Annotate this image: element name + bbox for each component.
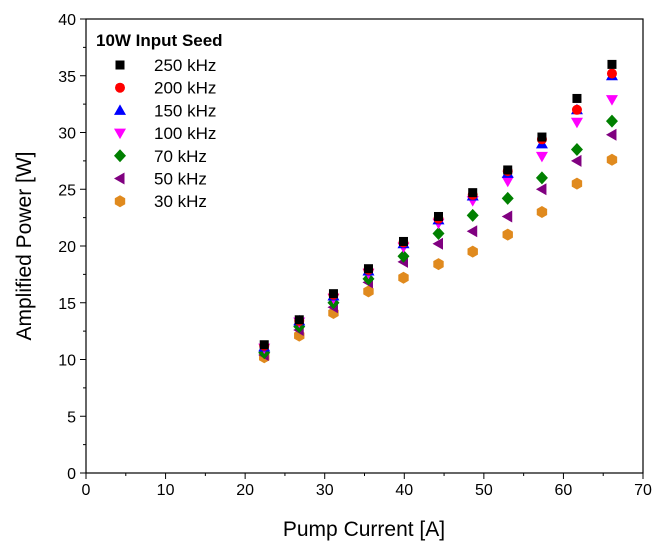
series-0 <box>259 59 617 350</box>
axis-ticks: 0 10 20 30 40 50 60 70 0 5 10 15 20 25 30 35 40 <box>58 12 652 499</box>
legend-label: 70 kHz <box>154 147 207 166</box>
y-tick-label: 40 <box>58 12 76 29</box>
data-point <box>432 227 445 241</box>
y-tick-label: 30 <box>58 126 76 143</box>
data-point <box>466 208 479 222</box>
data-point <box>468 188 478 198</box>
data-point <box>570 143 583 157</box>
y-axis-title: Amplified Power [W] <box>13 151 36 340</box>
data-point <box>466 225 478 238</box>
series-1 <box>259 68 617 351</box>
data-points <box>258 59 618 364</box>
data-point <box>606 153 618 166</box>
y-tick-label: 5 <box>67 409 76 426</box>
legend-marker <box>114 195 126 208</box>
legend-label: 30 kHz <box>154 192 207 211</box>
data-point <box>572 93 582 103</box>
series-6 <box>259 153 618 364</box>
data-point <box>501 191 514 205</box>
y-tick-label: 20 <box>58 239 76 256</box>
x-tick-label: 70 <box>634 482 652 499</box>
x-axis-title: Pump Current [A] <box>283 518 445 541</box>
legend-marker <box>114 104 126 115</box>
data-point <box>501 176 514 188</box>
data-point <box>571 104 582 115</box>
series-2 <box>258 69 618 352</box>
x-tick-label: 0 <box>82 482 91 499</box>
series-3 <box>258 95 618 355</box>
data-point <box>259 340 269 350</box>
data-point <box>571 177 583 190</box>
y-tick-label: 35 <box>58 69 76 86</box>
legend-label: 200 kHz <box>154 79 216 98</box>
x-tick-label: 20 <box>236 482 254 499</box>
x-tick-label: 60 <box>555 482 573 499</box>
series-5 <box>258 128 617 361</box>
x-tick-label: 10 <box>157 482 175 499</box>
legend-label: 50 kHz <box>154 170 207 189</box>
legend-marker <box>114 172 125 185</box>
data-point <box>535 183 547 196</box>
data-point <box>570 117 583 129</box>
legend-marker <box>114 149 126 163</box>
data-point <box>432 237 444 250</box>
y-tick-label: 15 <box>58 296 76 313</box>
y-tick-label: 0 <box>67 466 76 483</box>
series-4 <box>258 114 618 360</box>
data-point <box>503 165 513 175</box>
legend: 10W Input Seed 250 kHz 200 kHz 150 kHz 100 … <box>96 31 223 211</box>
data-point <box>502 228 513 241</box>
legend-marker <box>115 60 125 70</box>
legend-label: 150 kHz <box>154 101 216 120</box>
x-tick-label: 40 <box>395 482 413 499</box>
y-tick-label: 10 <box>58 353 76 370</box>
legend-label: 250 kHz <box>154 56 216 75</box>
data-point <box>536 205 548 218</box>
data-point <box>535 171 548 185</box>
data-point <box>294 315 304 325</box>
data-point <box>605 114 618 128</box>
legend-marker <box>115 82 125 93</box>
data-point <box>537 132 547 142</box>
x-tick-label: 30 <box>316 482 334 499</box>
data-point <box>363 285 374 298</box>
data-point <box>328 289 338 299</box>
data-point <box>398 236 408 246</box>
legend-title: 10W Input Seed <box>96 31 223 50</box>
legend-label: 100 kHz <box>154 124 216 143</box>
data-point <box>605 128 617 141</box>
data-point <box>605 95 618 106</box>
data-point <box>398 271 409 284</box>
legend-marker <box>114 128 126 140</box>
data-point <box>467 245 478 258</box>
data-point <box>607 59 617 69</box>
data-point <box>606 68 617 79</box>
data-point <box>434 211 444 221</box>
data-point <box>363 264 373 274</box>
y-tick-label: 25 <box>58 182 76 199</box>
data-point <box>501 210 513 223</box>
data-point <box>433 258 444 271</box>
data-point <box>570 154 582 167</box>
x-tick-label: 50 <box>475 482 493 499</box>
data-point <box>535 151 548 163</box>
data-point <box>397 249 410 263</box>
